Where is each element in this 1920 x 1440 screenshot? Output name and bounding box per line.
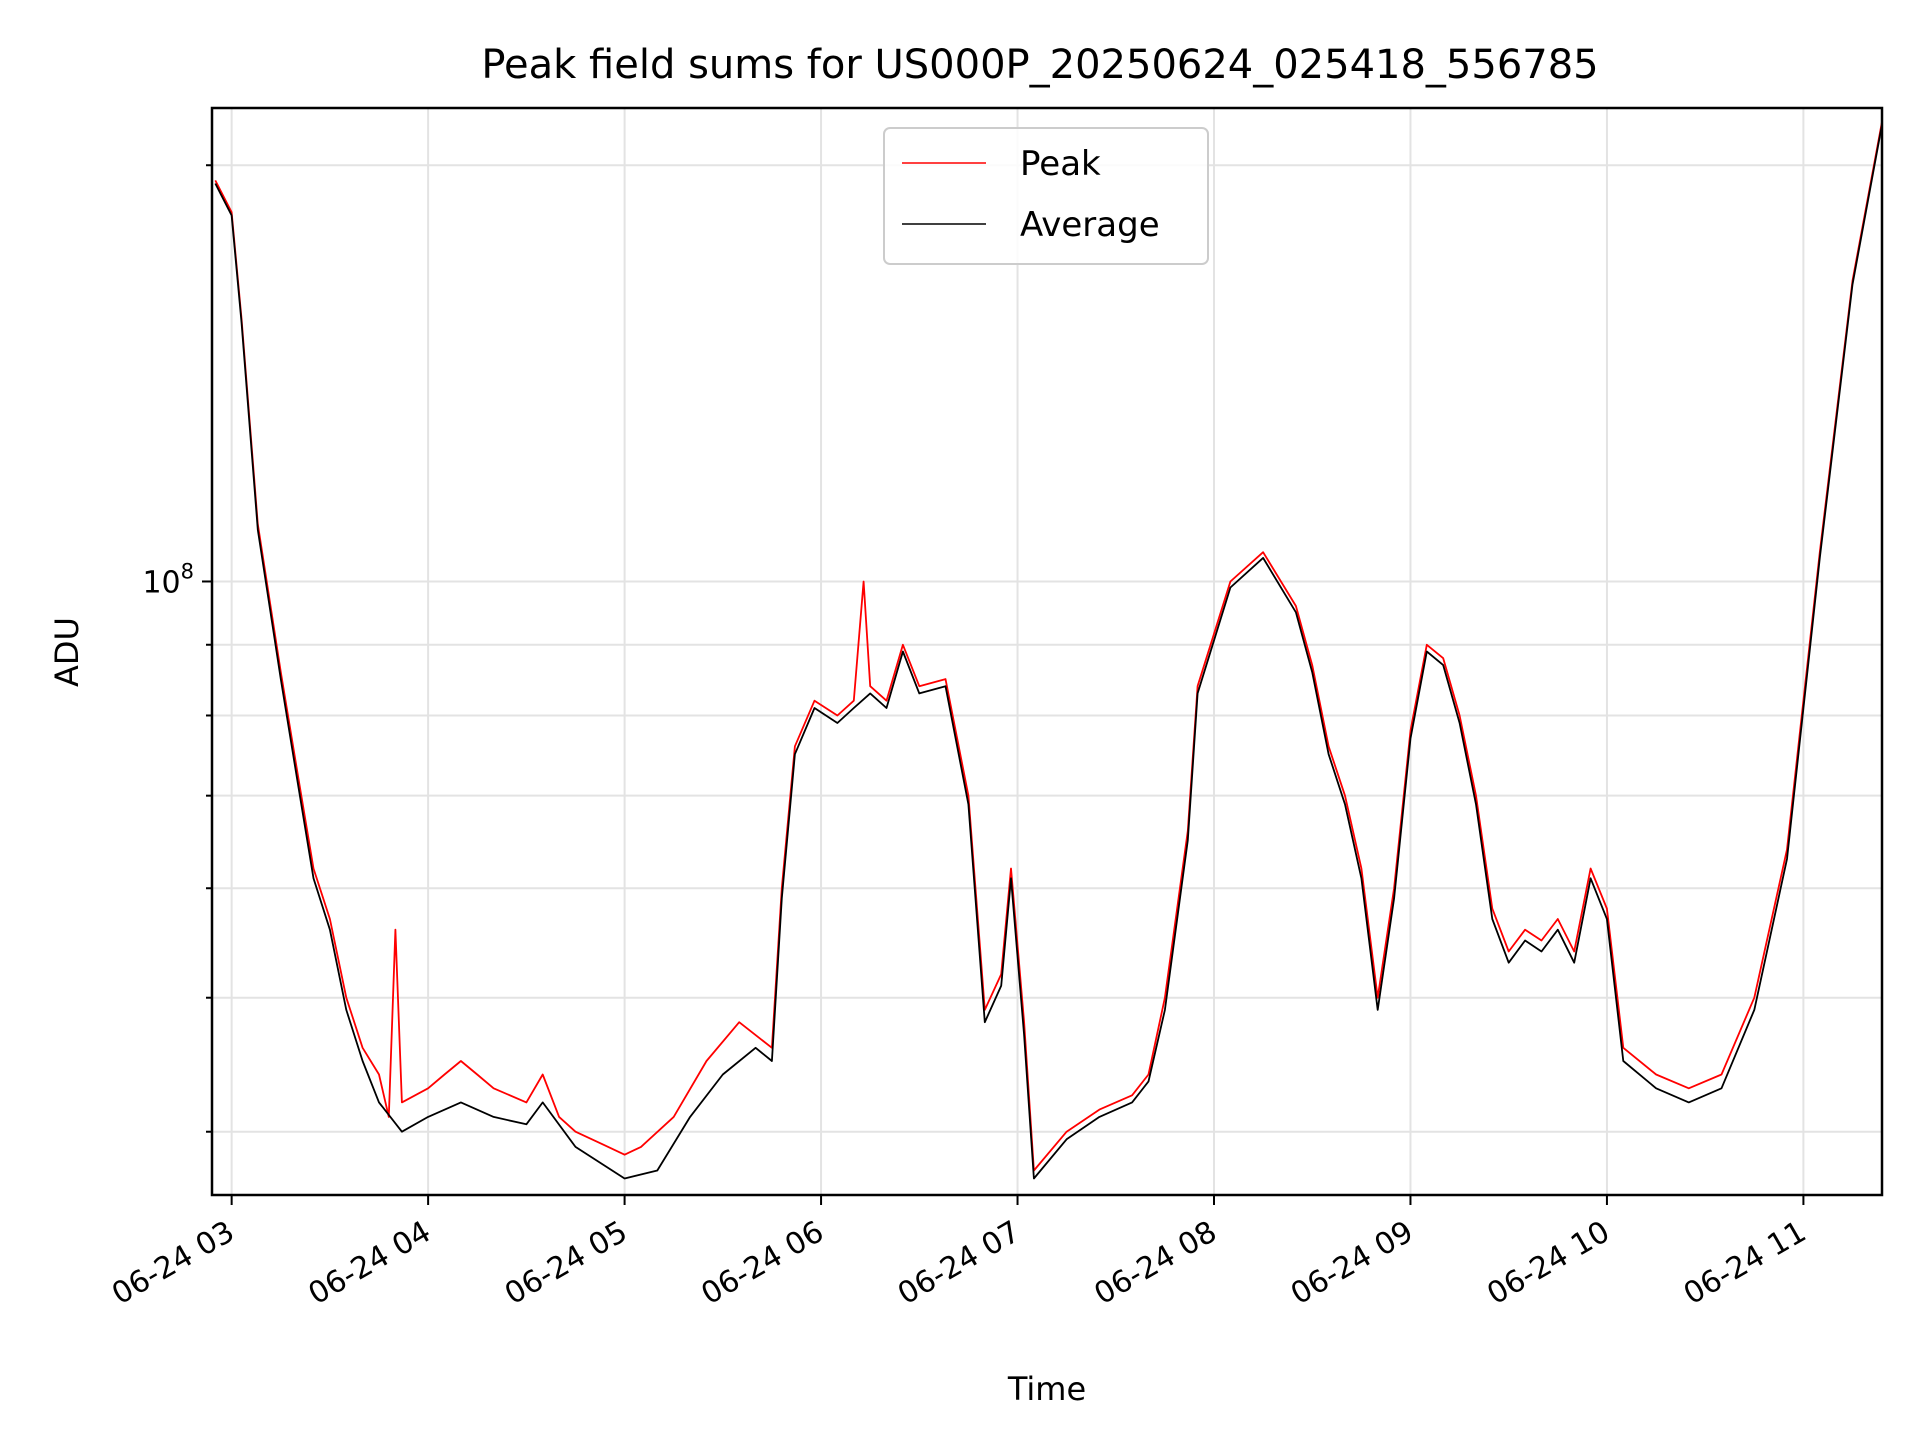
- series-line-peak: [214, 121, 1883, 1172]
- x-tick-label: 06-24 10: [1481, 1214, 1615, 1312]
- plot-frame: [210, 106, 1884, 1197]
- legend: Peak Average: [883, 127, 1209, 265]
- legend-label-peak: Peak: [1020, 144, 1101, 184]
- x-ticks: 06-24 03 06-24 04 06-24 05 06-24 06 06-24 07…: [106, 1195, 1812, 1312]
- x-tick-label: 06-24 09: [1285, 1214, 1419, 1312]
- x-axis-label: Time: [1007, 1370, 1086, 1408]
- x-tick-label: 06-24 11: [1678, 1214, 1812, 1312]
- y-axis-label: ADU: [48, 617, 86, 687]
- legend-box: [883, 127, 1209, 265]
- x-tick-label: 06-24 07: [892, 1214, 1026, 1312]
- series-line-average: [214, 124, 1883, 1180]
- y-tick-label: 108: [142, 559, 194, 600]
- chart-title: Peak field sums for US000P_20250624_0254…: [481, 42, 1598, 88]
- x-tick-label: 06-24 04: [303, 1214, 437, 1312]
- x-tick-label: 06-24 08: [1088, 1214, 1222, 1312]
- x-tick-label: 06-24 03: [106, 1214, 240, 1312]
- x-tick-label: 06-24 06: [696, 1214, 830, 1312]
- grid: [212, 108, 1882, 1195]
- legend-label-average: Average: [1020, 205, 1160, 245]
- series-group: [214, 121, 1883, 1180]
- y-ticks: 108: [142, 164, 212, 1133]
- x-tick-label: 06-24 05: [499, 1214, 633, 1312]
